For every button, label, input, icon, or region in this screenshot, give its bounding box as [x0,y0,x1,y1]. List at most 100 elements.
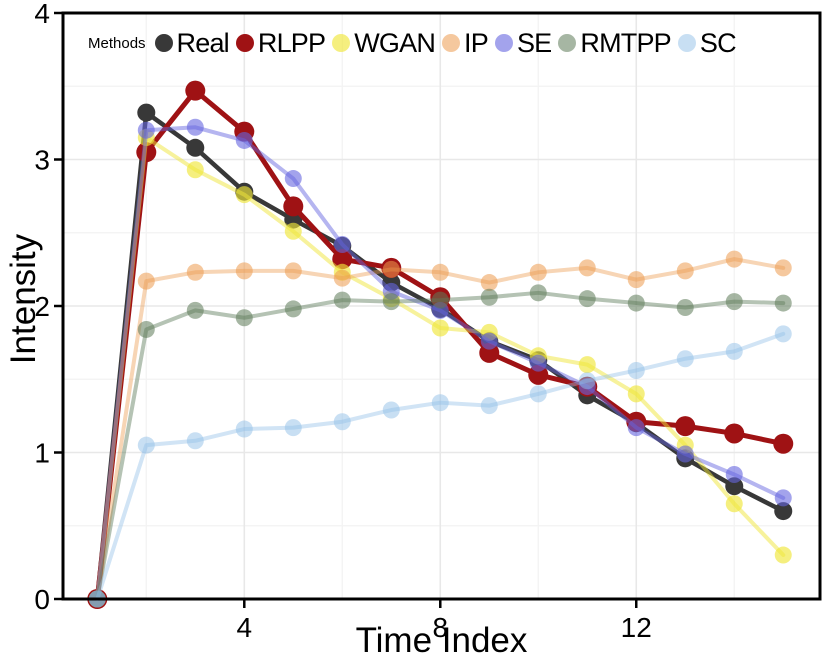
data-point-sc [382,401,400,419]
legend-label-real: Real [176,27,230,58]
data-point-se [235,131,253,149]
data-point-sc [137,436,155,454]
data-point-rmtpp [627,294,645,312]
legend-marker-wgan-icon [332,34,351,52]
y-tick-label: 1 [34,438,50,469]
legend-title: Methods [88,34,146,52]
legend-item-sc: SC [677,27,737,59]
data-point-real [137,103,156,122]
data-point-real [725,477,744,496]
legend-item-real: Real [154,27,230,59]
data-point-se [529,354,547,372]
data-point-se [774,489,792,507]
legend-marker-rlpp-icon [235,34,254,52]
data-point-ip [284,262,302,280]
legend-marker-rmtpp-icon [558,34,577,52]
data-point-wgan [725,495,743,513]
legend-item-se: SE [494,27,552,59]
data-point-rmtpp [235,309,253,327]
legend-marker-sc-icon [677,34,696,52]
data-point-se [137,121,155,139]
data-point-wgan [431,319,449,337]
x-tick-label: 12 [621,612,652,643]
data-point-sc [431,394,449,412]
data-point-ip [235,262,253,280]
data-point-se [186,118,204,136]
data-point-rlpp [332,249,353,270]
data-point-rmtpp [774,294,792,312]
legend-item-rlpp: RLPP [235,27,326,59]
data-point-rlpp [283,196,304,217]
legend-item-rmtpp: RMTPP [558,28,672,59]
data-point-sc [284,419,302,437]
data-point-real [774,502,793,521]
legend-label-sc: SC [699,27,737,58]
legend: Methods Real RLPP WGAN IP SE RMTPP SC [88,25,743,61]
data-point-rmtpp [382,293,400,311]
data-point-rlpp [185,80,206,101]
data-point-rmtpp [578,290,596,308]
data-point-rlpp [724,423,745,444]
data-point-sc [676,350,694,368]
data-point-se [725,465,743,483]
data-point-sc [333,413,351,431]
data-point-ip [627,271,645,289]
data-point-wgan [774,546,792,564]
data-point-ip [186,263,204,281]
data-point-se [676,445,694,463]
legend-label-se: SE [516,27,552,58]
data-point-se [284,170,302,188]
x-tick-label: 8 [432,612,448,643]
y-tick-label: 4 [34,0,50,29]
data-point-ip [529,263,547,281]
y-tick-label: 2 [34,291,50,322]
data-point-rmtpp [284,300,302,318]
legend-label-ip: IP [464,27,489,58]
data-point-ip [137,272,155,290]
legend-label-rlpp: RLPP [257,27,326,58]
data-point-rlpp [675,416,696,437]
data-point-ip [725,250,743,268]
data-point-ip [774,259,792,277]
data-point-wgan [284,222,302,240]
data-point-sc [627,361,645,379]
data-point-rmtpp [431,291,449,309]
legend-marker-real-icon [154,34,173,52]
data-point-sc [578,372,596,390]
data-point-rmtpp [725,293,743,311]
data-point-rmtpp [676,298,694,316]
y-tick-label: 0 [34,584,50,615]
data-point-ip [480,274,498,292]
data-point-sc [480,397,498,415]
plot-frame [61,11,822,601]
data-point-sc [235,420,253,438]
data-point-rlpp [773,433,794,454]
data-point-se [333,235,351,253]
data-point-rmtpp [333,291,351,309]
data-point-ip [333,269,351,287]
data-point-ip [382,260,400,278]
data-point-sc [725,342,743,360]
legend-marker-ip-icon [442,34,461,52]
data-point-ip [676,262,694,280]
y-tick-label: 3 [34,145,50,176]
y-axis-label: Intensity [4,233,43,365]
data-point-sc [774,325,792,343]
legend-marker-se-icon [494,34,513,52]
data-point-se [480,332,498,350]
legend-item-wgan: WGAN [332,28,436,59]
data-point-ip [431,263,449,281]
data-point-sc [186,432,204,450]
data-point-ip [578,259,596,277]
data-point-wgan [235,186,253,204]
data-point-rmtpp [186,301,204,319]
x-axis-label: Time Index [355,621,528,660]
data-point-wgan [186,161,204,179]
data-point-wgan [627,385,645,403]
data-point-real [186,138,205,157]
data-point-rmtpp [480,288,498,306]
data-point-sc [529,385,547,403]
data-point-wgan [578,356,596,374]
x-tick-label: 4 [236,612,252,643]
